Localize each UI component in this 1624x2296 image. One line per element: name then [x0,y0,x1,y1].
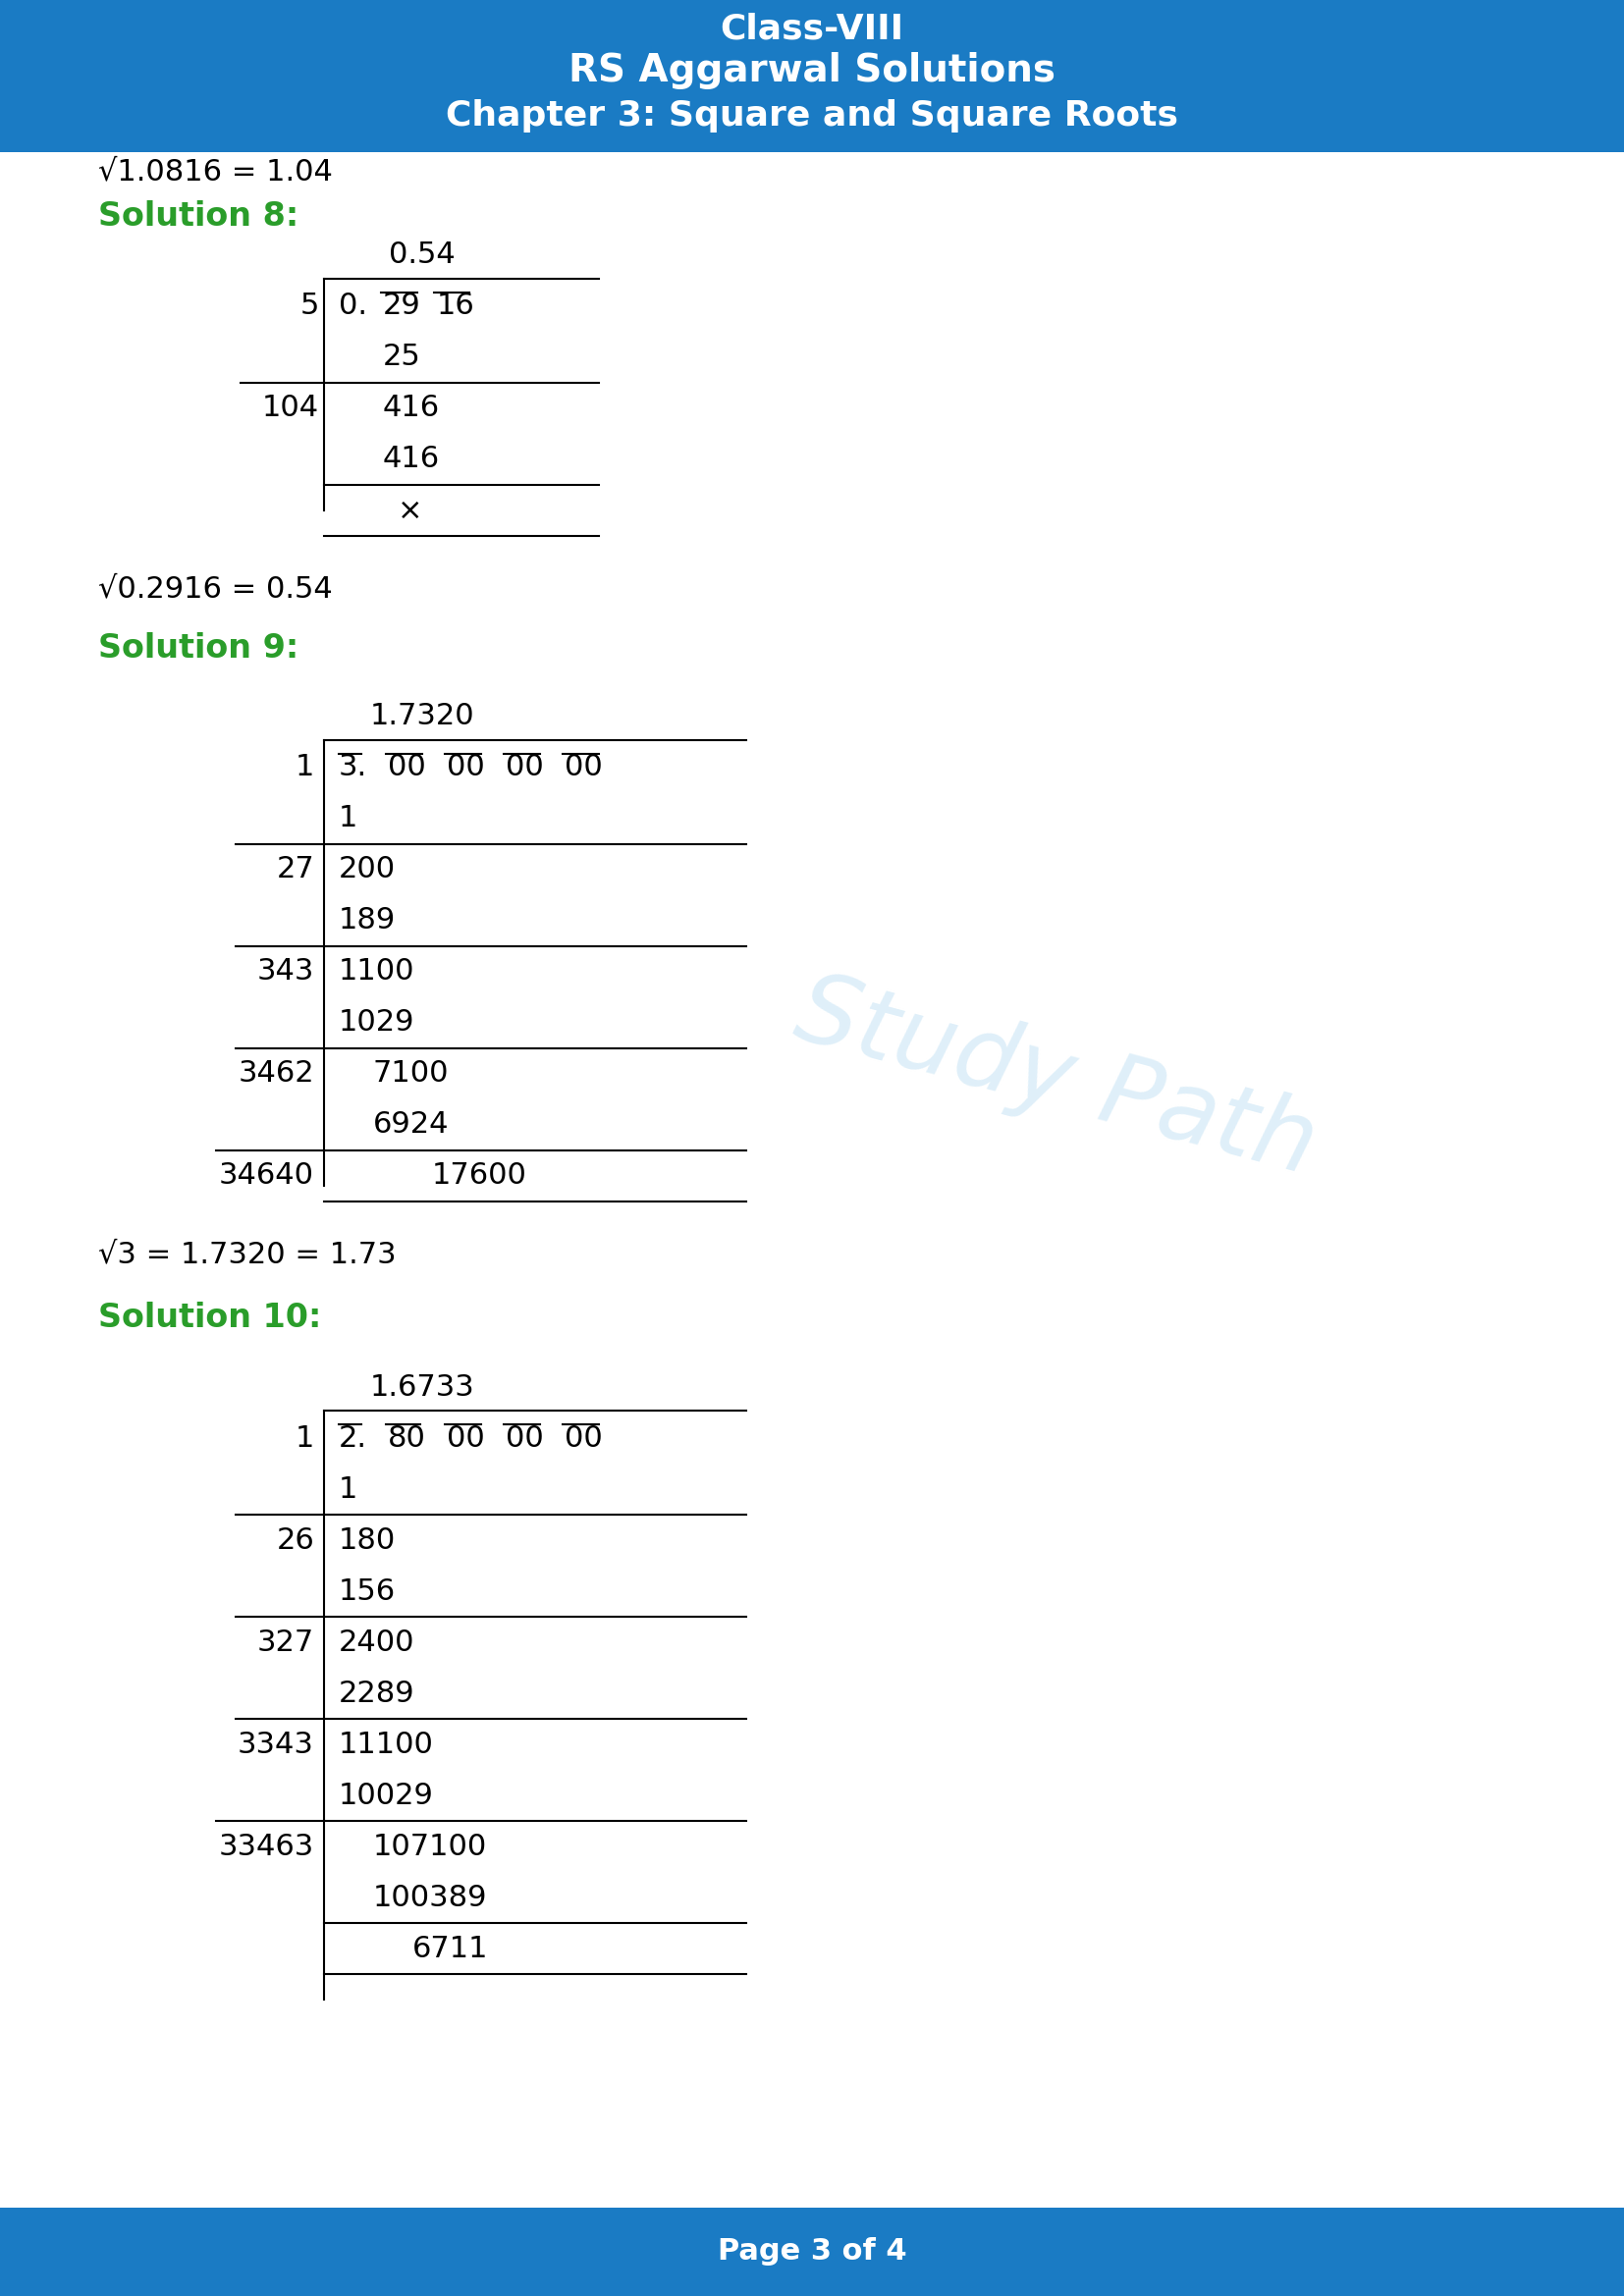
Text: 200: 200 [339,856,396,884]
Text: 1.7320: 1.7320 [370,703,474,730]
Text: Page 3 of 4: Page 3 of 4 [718,2239,906,2266]
Text: Solution 10:: Solution 10: [97,1302,322,1334]
Text: 180: 180 [339,1527,396,1554]
Text: 0.: 0. [339,292,367,321]
Text: 27: 27 [276,856,313,884]
Text: 5: 5 [300,292,318,321]
Text: 00: 00 [447,753,486,783]
Text: 327: 327 [257,1628,313,1655]
Text: Solution 8:: Solution 8: [97,200,299,232]
Text: 7100: 7100 [374,1061,450,1088]
Text: 00: 00 [505,1424,544,1453]
Text: 25: 25 [383,342,421,372]
Text: 00: 00 [565,1424,603,1453]
Text: Chapter 3: Square and Square Roots: Chapter 3: Square and Square Roots [445,99,1179,133]
Text: 343: 343 [257,957,313,985]
Text: 00: 00 [505,753,544,783]
Text: 2400: 2400 [339,1628,414,1655]
Text: 3343: 3343 [237,1731,313,1759]
Text: 3.: 3. [339,753,367,783]
Text: 26: 26 [276,1527,313,1554]
Text: 100389: 100389 [374,1883,487,1913]
Text: 16: 16 [437,292,474,321]
Text: 2289: 2289 [339,1678,416,1708]
Text: 107100: 107100 [374,1832,487,1860]
Bar [0,0,1624,152]
Text: 1029: 1029 [339,1008,414,1038]
Text: 156: 156 [339,1577,396,1605]
Text: 1: 1 [339,1474,357,1504]
Bar [0,2209,1624,2296]
Text: ×: × [398,496,422,526]
Text: 00: 00 [447,1424,486,1453]
Text: 416: 416 [383,445,440,473]
Text: 3462: 3462 [239,1061,313,1088]
Text: 34640: 34640 [219,1162,313,1189]
Text: Class-VIII: Class-VIII [719,14,905,46]
Text: Study Path: Study Path [784,964,1327,1194]
Text: √0.2916 = 0.54: √0.2916 = 0.54 [97,574,333,604]
Text: Solution 9:: Solution 9: [97,631,299,664]
Text: 1.6733: 1.6733 [370,1373,474,1401]
Text: 416: 416 [383,395,440,422]
Text: 1100: 1100 [339,957,414,985]
Text: 33463: 33463 [219,1832,313,1860]
Text: 11100: 11100 [339,1731,434,1759]
Text: 104: 104 [261,395,318,422]
Text: 00: 00 [388,753,425,783]
Text: 29: 29 [383,292,421,321]
Text: 1: 1 [296,753,313,783]
Text: 10029: 10029 [339,1782,434,1809]
Text: 6924: 6924 [374,1111,450,1139]
Text: 6711: 6711 [412,1933,489,1963]
Text: RS Aggarwal Solutions: RS Aggarwal Solutions [568,53,1056,90]
Text: 17600: 17600 [432,1162,528,1189]
Text: 1: 1 [296,1424,313,1453]
Text: 0.54: 0.54 [388,241,455,269]
Text: 189: 189 [339,907,396,934]
Text: 80: 80 [388,1424,425,1453]
Text: 00: 00 [565,753,603,783]
Text: 2.: 2. [339,1424,367,1453]
Text: 1: 1 [339,804,357,833]
Text: √3 = 1.7320 = 1.73: √3 = 1.7320 = 1.73 [97,1240,396,1270]
Text: √1.0816 = 1.04: √1.0816 = 1.04 [97,158,333,186]
